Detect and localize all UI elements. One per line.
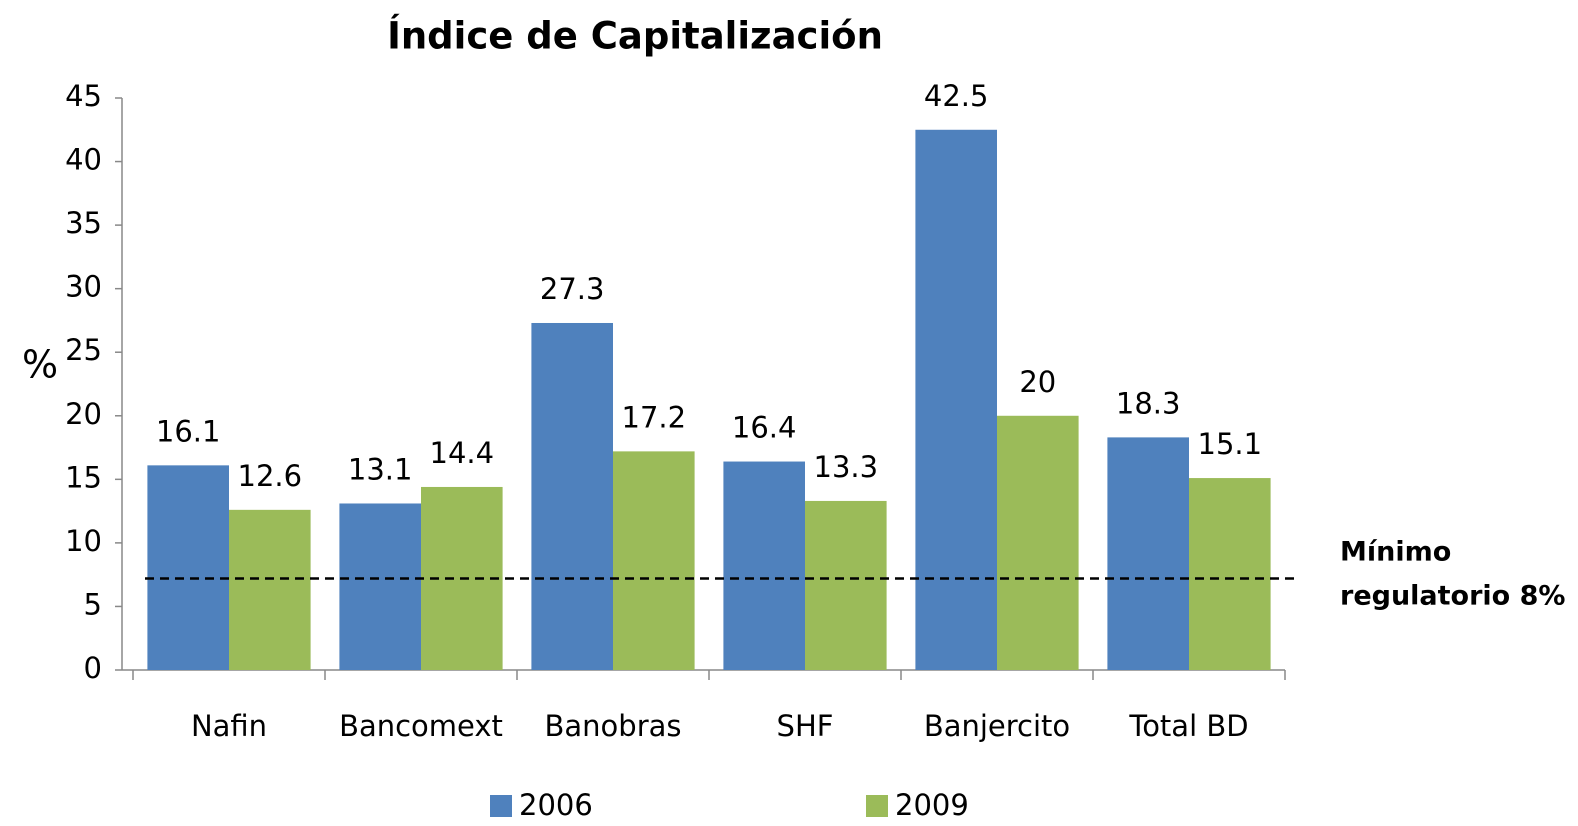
bar (915, 129, 997, 670)
y-tick-label: 40 (65, 143, 102, 177)
y-tick-label: 35 (65, 206, 102, 240)
legend-label: 2009 (895, 788, 969, 822)
data-label: 20 (1019, 365, 1056, 399)
bar (723, 461, 805, 670)
bar (531, 322, 613, 670)
bar (613, 451, 695, 670)
x-tick-label: Nafin (191, 709, 267, 743)
x-tick-label: Banobras (545, 709, 682, 743)
data-label: 15.1 (1198, 427, 1263, 461)
legend-swatch (866, 795, 888, 817)
data-label: 27.3 (540, 272, 605, 306)
bar (1107, 437, 1189, 670)
y-tick-label: 20 (65, 397, 102, 431)
data-label: 16.4 (732, 411, 797, 445)
bar (1189, 478, 1271, 670)
bar (147, 465, 229, 670)
bar (229, 509, 311, 670)
x-tick-label: Bancomext (339, 709, 503, 743)
x-tick-label: SHF (777, 709, 834, 743)
data-label: 12.6 (238, 459, 303, 493)
annotation: Mínimo (1340, 537, 1451, 568)
data-label: 13.3 (814, 450, 879, 484)
data-label: 42.5 (924, 79, 989, 113)
data-label: 18.3 (1116, 386, 1181, 420)
annotation: regulatorio 8% (1340, 581, 1565, 612)
data-label: 13.1 (348, 452, 413, 486)
bar (997, 415, 1079, 670)
y-tick-label: 25 (65, 333, 102, 367)
y-tick-label: 0 (84, 651, 102, 685)
legend-label: 2006 (519, 788, 593, 822)
y-tick-label: 15 (65, 460, 102, 494)
x-tick-label: Banjercito (924, 709, 1070, 743)
data-label: 17.2 (622, 400, 687, 434)
data-label: 16.1 (156, 414, 221, 448)
x-tick-label: Total BD (1128, 709, 1248, 743)
y-tick-label: 5 (84, 587, 102, 621)
y-axis-label: % (22, 343, 58, 387)
bar (339, 503, 421, 670)
data-label: 14.4 (430, 436, 495, 470)
chart-title: Índice de Capitalización (387, 14, 883, 58)
bar (805, 500, 887, 670)
y-tick-label: 30 (65, 270, 102, 304)
legend-swatch (490, 795, 512, 817)
y-tick-label: 45 (65, 79, 102, 113)
y-tick-label: 10 (65, 524, 102, 558)
